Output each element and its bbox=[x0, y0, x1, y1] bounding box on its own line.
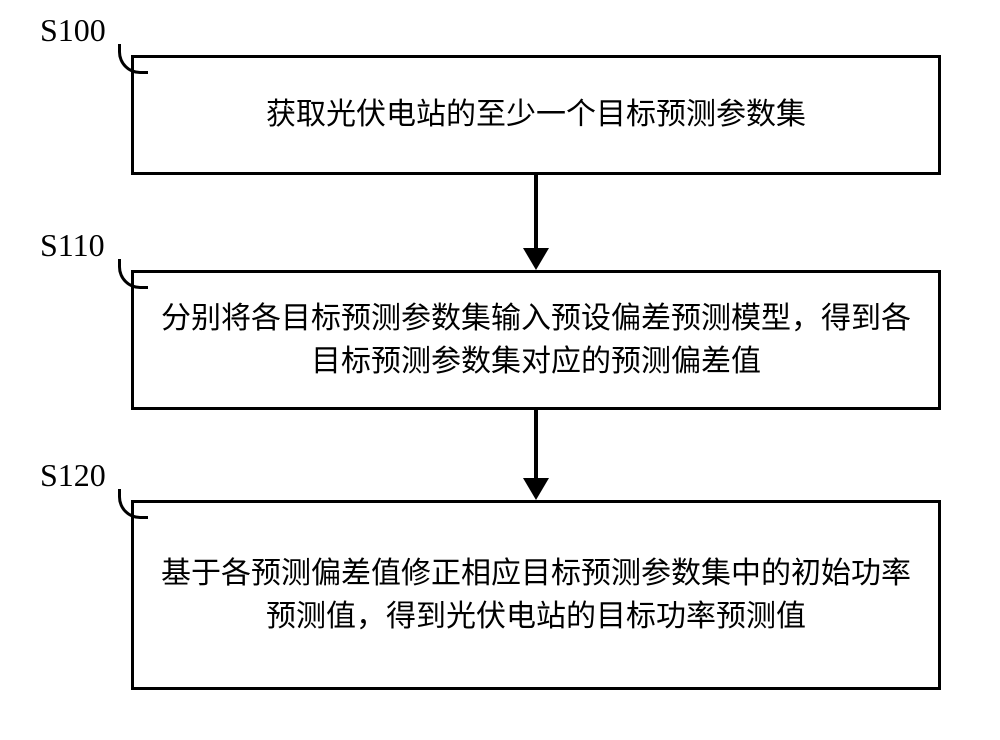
arrow-line-1 bbox=[534, 175, 538, 250]
arrow-line-2 bbox=[534, 410, 538, 480]
step-box-s120: 基于各预测偏差值修正相应目标预测参数集中的初始功率预测值，得到光伏电站的目标功率… bbox=[131, 500, 941, 690]
step-box-s110: 分别将各目标预测参数集输入预设偏差预测模型，得到各目标预测参数集对应的预测偏差值 bbox=[131, 270, 941, 410]
arrow-head-2 bbox=[523, 478, 549, 500]
step-text: 基于各预测偏差值修正相应目标预测参数集中的初始功率预测值，得到光伏电站的目标功率… bbox=[154, 552, 918, 639]
step-label-s100: S100 bbox=[40, 12, 106, 49]
flowchart-canvas: S100 获取光伏电站的至少一个目标预测参数集 S110 分别将各目标预测参数集输入预… bbox=[0, 0, 1000, 740]
step-label-s110: S110 bbox=[40, 227, 105, 264]
step-text: 分别将各目标预测参数集输入预设偏差预测模型，得到各目标预测参数集对应的预测偏差值 bbox=[154, 297, 918, 384]
step-label-s120: S120 bbox=[40, 457, 106, 494]
step-box-s100: 获取光伏电站的至少一个目标预测参数集 bbox=[131, 55, 941, 175]
arrow-head-1 bbox=[523, 248, 549, 270]
step-text: 获取光伏电站的至少一个目标预测参数集 bbox=[266, 93, 806, 137]
